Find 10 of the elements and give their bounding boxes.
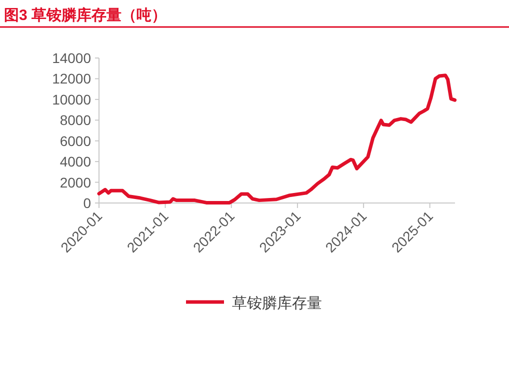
y-tick-label: 14000 (52, 50, 92, 66)
y-tick-label: 10000 (52, 91, 92, 108)
legend-label: 草铵膦库存量 (232, 295, 322, 312)
y-tick-label: 2000 (60, 174, 92, 190)
chart-title: 图3 草铵膦库存量（吨） (4, 6, 167, 24)
y-tick-label: 6000 (60, 132, 92, 149)
y-tick-label: 0 (83, 195, 92, 211)
y-tick-label: 12000 (52, 70, 92, 87)
y-tick-label: 8000 (60, 112, 92, 128)
y-tick-label: 4000 (60, 154, 92, 170)
